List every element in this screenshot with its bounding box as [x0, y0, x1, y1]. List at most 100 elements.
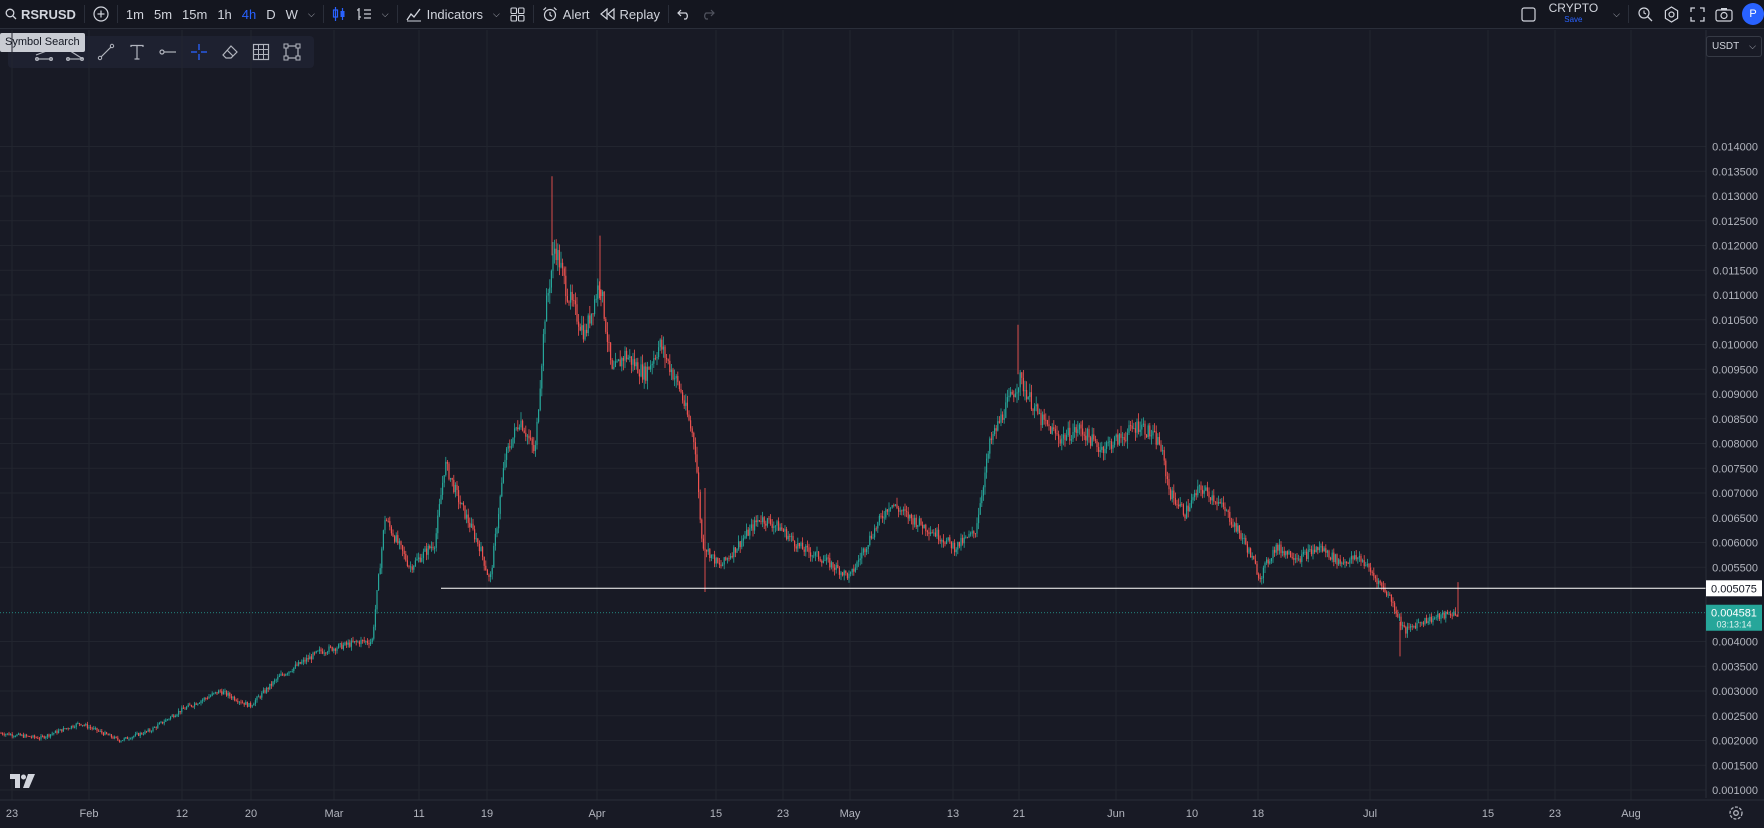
candle-body [1421, 622, 1423, 624]
candle-body [363, 640, 365, 642]
crosshair-tool[interactable] [183, 38, 214, 66]
tradingview-logo-icon[interactable] [10, 774, 36, 795]
interval-5m[interactable]: 5m [153, 6, 173, 22]
interval-d[interactable]: D [266, 6, 276, 22]
settings-button[interactable] [1658, 0, 1685, 29]
candle-body [474, 529, 476, 540]
price-tick-label: 0.012500 [1712, 216, 1758, 228]
candle-body [498, 513, 500, 529]
rectangle-tool[interactable] [276, 38, 307, 66]
indicators-dropdown[interactable]: ⌵ [488, 0, 505, 29]
chart-type-button[interactable] [327, 0, 351, 29]
candle-body [792, 535, 794, 541]
fib-grid-tool[interactable] [245, 38, 276, 66]
chart-settings-icon[interactable] [1728, 805, 1744, 826]
currency-select[interactable]: USDT ⌵ [1706, 36, 1762, 57]
layout-checkbox[interactable] [1516, 0, 1541, 29]
chart-style-dropdown[interactable]: ⌵ [377, 0, 394, 29]
candle-body [74, 727, 76, 728]
chart-style-button[interactable] [351, 0, 377, 29]
candle-body [832, 562, 834, 568]
time-tick-label: 20 [245, 808, 257, 820]
interval-15m[interactable]: 15m [182, 6, 208, 22]
candle-body [1376, 578, 1378, 585]
candle-body [555, 248, 557, 261]
layouts-button[interactable] [505, 0, 530, 29]
candle-body [309, 656, 311, 660]
chevron-down-icon: ⌵ [1749, 41, 1756, 51]
candle-body [48, 734, 50, 737]
candle-body [224, 691, 226, 692]
candle-body [53, 733, 55, 734]
compare-symbol-button[interactable] [88, 0, 114, 29]
candle-body [664, 346, 666, 358]
candle-body [621, 357, 623, 367]
candle-body [338, 644, 340, 649]
candle-body [362, 640, 364, 641]
candle-body [1222, 502, 1224, 507]
interval-w[interactable]: W [285, 6, 298, 22]
snapshot-button[interactable] [1710, 0, 1738, 29]
candle-body [150, 731, 152, 732]
price-chart[interactable]: 0.014000 0.013500 0.013000 0.012500 0.012000… [0, 30, 1764, 828]
horizontal-ray-tool[interactable] [152, 38, 183, 66]
candle-body [838, 567, 840, 575]
candle-body [184, 708, 186, 710]
candle-body [1146, 434, 1148, 438]
candle-body [1368, 564, 1370, 568]
candle-body [1083, 434, 1085, 436]
symbol-search-button[interactable]: RSRUSD [0, 0, 81, 29]
candle-body [1152, 431, 1154, 436]
candle-body [1022, 377, 1024, 392]
candle-body [586, 329, 588, 334]
interval-1h[interactable]: 1h [217, 6, 232, 22]
candle-body [1046, 420, 1048, 425]
line-price-label: 0.005075 [1711, 583, 1757, 595]
undo-button[interactable] [672, 0, 696, 29]
indicators-button[interactable]: Indicators [401, 0, 488, 29]
layout-dropdown[interactable]: ⌵ [1608, 0, 1625, 29]
candle-body [112, 737, 114, 739]
candle-body [141, 733, 143, 735]
trend-line-tool[interactable] [90, 38, 121, 66]
candle-body [984, 472, 986, 488]
interval-dropdown[interactable]: ⌵ [303, 0, 320, 29]
fullscreen-icon [1690, 6, 1705, 22]
candle-body [531, 438, 533, 445]
candle-body [275, 679, 277, 681]
candle-body [1018, 387, 1020, 393]
redo-button[interactable] [696, 0, 720, 29]
candle-body [1075, 427, 1077, 433]
candle-body [970, 533, 972, 535]
layout-name-button[interactable]: CRYPTO Save [1549, 2, 1599, 25]
chevron-down-icon: ⌵ [381, 8, 389, 19]
candle-body [448, 463, 450, 480]
candle-body [1347, 562, 1349, 564]
candle-body [488, 574, 490, 578]
candle-body [30, 736, 32, 738]
candle-body [686, 402, 688, 415]
interval-4h[interactable]: 4h [241, 6, 257, 22]
avatar[interactable]: P [1742, 3, 1764, 25]
candle-body [1229, 511, 1231, 522]
chart-grid [0, 30, 1706, 800]
text-tool[interactable] [121, 38, 152, 66]
replay-button[interactable]: Replay [595, 0, 665, 29]
quick-search-button[interactable] [1632, 0, 1658, 29]
candle-body [98, 730, 100, 732]
candle-body [635, 362, 637, 367]
alert-button[interactable]: Alert [537, 0, 595, 29]
candle-body [584, 329, 586, 340]
line-price-label-bg [1706, 580, 1762, 597]
candle-body [1176, 504, 1178, 506]
candle-body [547, 293, 549, 296]
candle-body [110, 734, 112, 738]
interval-1m[interactable]: 1m [125, 6, 144, 22]
eraser-tool[interactable] [214, 38, 245, 66]
candle-body [90, 727, 92, 728]
candle-body [386, 520, 388, 522]
candle-body [1254, 559, 1256, 564]
fullscreen-button[interactable] [1685, 0, 1710, 29]
candle-body [1218, 502, 1220, 504]
price-tick-label: 0.003000 [1712, 686, 1758, 698]
